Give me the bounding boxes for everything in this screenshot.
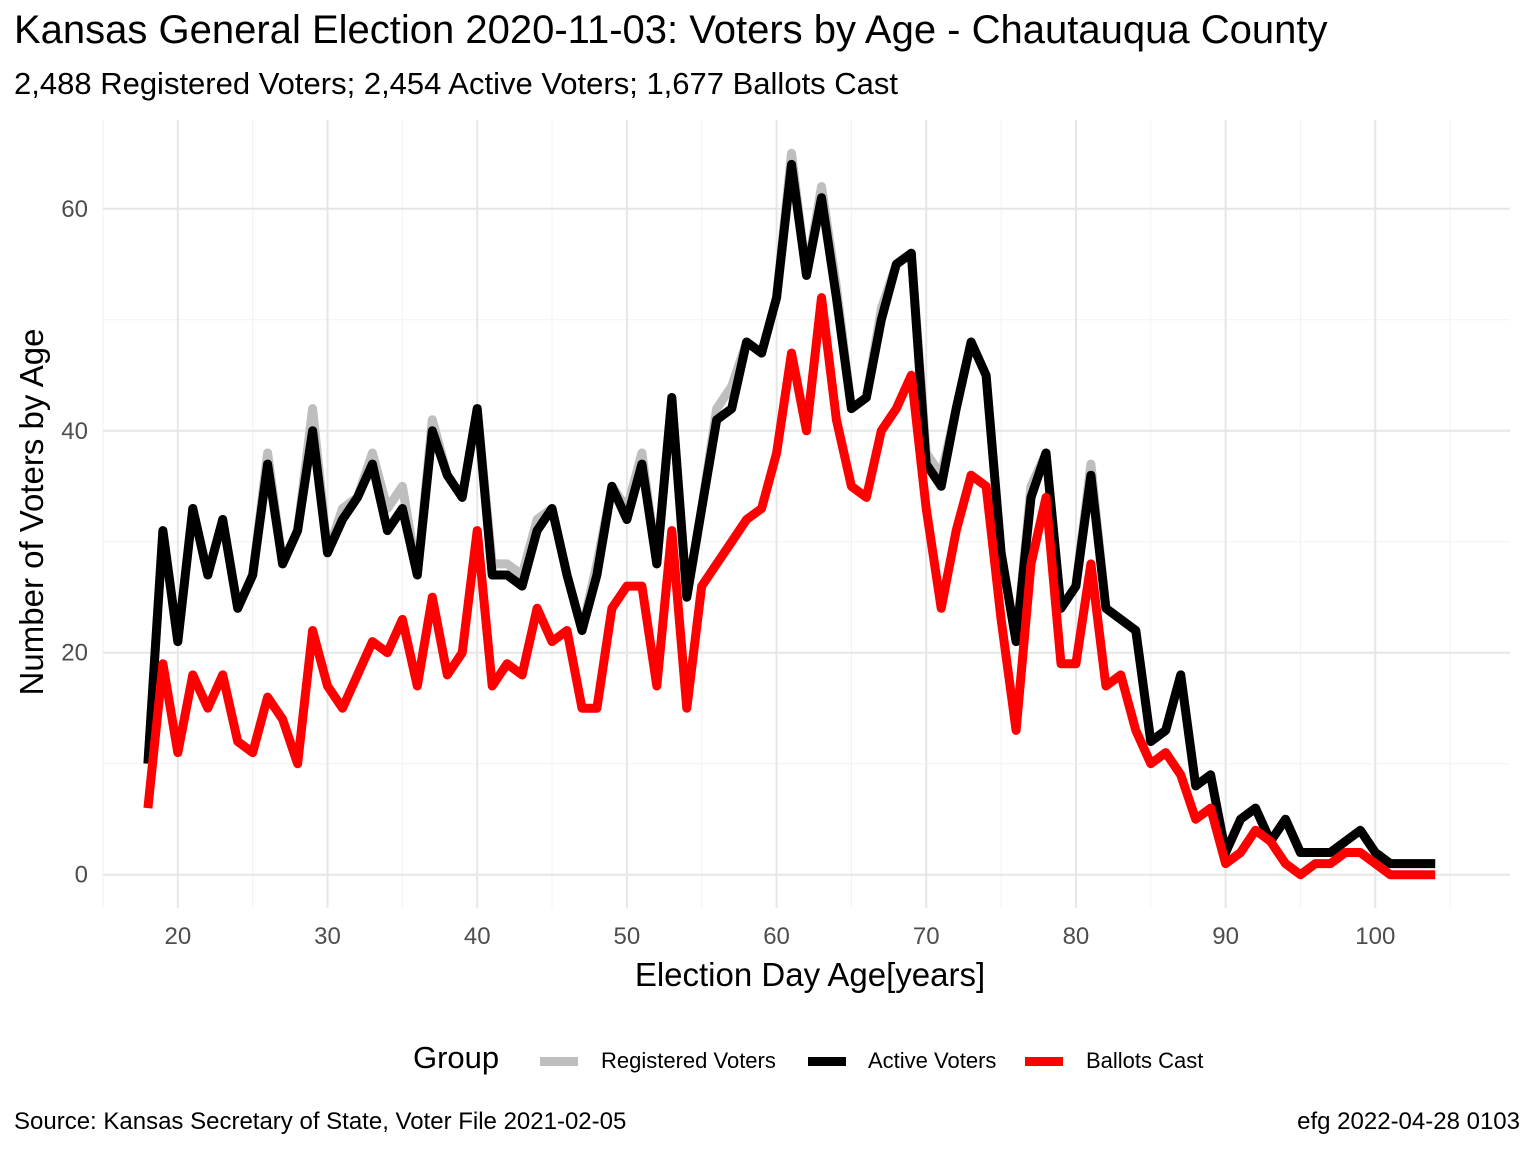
legend-label-active: Active Voters [868, 1048, 997, 1073]
x-axis-label: Election Day Age[years] [635, 956, 985, 993]
x-tick-label: 70 [913, 923, 940, 950]
legend-key-registered [540, 1057, 578, 1066]
source-caption: Source: Kansas Secretary of State, Voter… [14, 1108, 627, 1135]
y-tick-label: 60 [61, 196, 88, 223]
x-tick-label: 40 [464, 923, 491, 950]
legend-label-ballots: Ballots Cast [1086, 1048, 1204, 1073]
x-tick-label: 90 [1212, 923, 1239, 950]
legend: Group Registered Voters Active Voters Ba… [0, 1040, 1536, 1084]
x-tick-labels: 20 30 40 50 60 70 80 90 100 [164, 923, 1395, 950]
legend-label-registered: Registered Voters [601, 1048, 776, 1073]
y-tick-label: 20 [61, 640, 88, 667]
x-tick-label: 60 [763, 923, 790, 950]
series-line-ballots-cast [143, 293, 1436, 880]
y-tick-label: 40 [61, 418, 88, 445]
series-lines [143, 148, 1436, 880]
series-line-active-voters [143, 159, 1436, 869]
x-tick-label: 30 [314, 923, 341, 950]
y-tick-label: 0 [75, 862, 88, 889]
x-tick-label: 80 [1063, 923, 1090, 950]
series-line-registered-voters [143, 148, 1436, 869]
legend-key-active [808, 1057, 846, 1066]
chart-title: Kansas General Election 2020-11-03: Vote… [14, 8, 1328, 52]
grid-lines [102, 120, 1510, 908]
chart-subtitle: 2,488 Registered Voters; 2,454 Active Vo… [14, 66, 899, 101]
y-tick-labels: 0 20 40 60 [61, 196, 88, 889]
x-tick-label: 20 [164, 923, 191, 950]
x-tick-label: 50 [614, 923, 641, 950]
legend-title: Group [413, 1040, 500, 1075]
x-tick-label: 100 [1355, 923, 1395, 950]
y-axis-label: Number of Voters by Age [13, 329, 50, 696]
legend-key-ballots [1025, 1057, 1063, 1066]
credit-caption: efg 2022-04-28 0103 [1297, 1108, 1520, 1135]
